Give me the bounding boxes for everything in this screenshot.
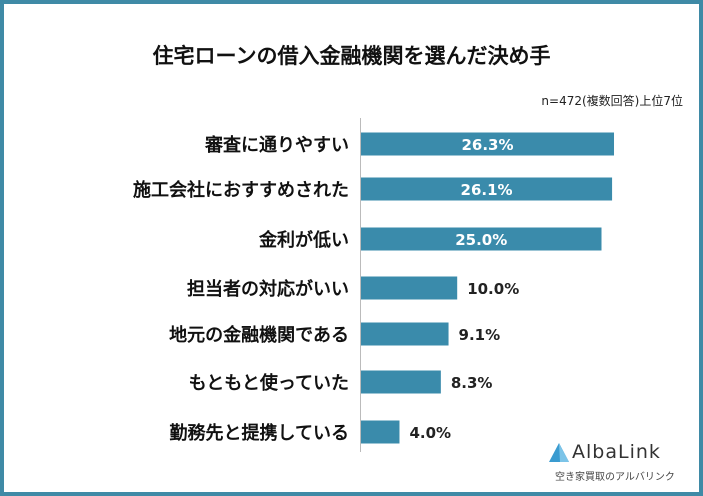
category-label: 審査に通りやすい: [204, 134, 349, 156]
bar: [361, 322, 449, 346]
bar: [361, 276, 458, 300]
category-label: 地元の金融機関である: [169, 324, 349, 346]
data-label: 26.1%: [461, 181, 513, 199]
logo-name: AlbaLink: [572, 441, 661, 463]
data-label: 25.0%: [455, 231, 507, 249]
category-label: 勤務先と提携している: [170, 422, 349, 444]
bar: [361, 132, 615, 156]
category-label: 担当者の対応がいい: [187, 278, 349, 300]
data-label: 4.0%: [409, 424, 451, 442]
data-label: 9.1%: [459, 326, 501, 344]
category-label: 金利が低い: [258, 229, 349, 251]
data-label: 26.3%: [461, 136, 513, 154]
data-label: 8.3%: [451, 374, 493, 392]
category-label: 施工会社におすすめされた: [133, 179, 349, 201]
bar: [361, 370, 441, 394]
bar: [361, 420, 400, 444]
logo-tagline: 空き家買取のアルバリンク: [555, 472, 675, 483]
sample-note: n=472(複数回答)上位7位: [541, 94, 683, 108]
chart-title: 住宅ローンの借入金融機関を選んだ決め手: [152, 44, 551, 68]
logo-triangle-icon: [549, 443, 569, 462]
data-label: 10.0%: [467, 280, 519, 298]
category-label: もともと使っていた: [189, 373, 349, 394]
bar: [361, 177, 613, 201]
bar: [361, 227, 602, 251]
